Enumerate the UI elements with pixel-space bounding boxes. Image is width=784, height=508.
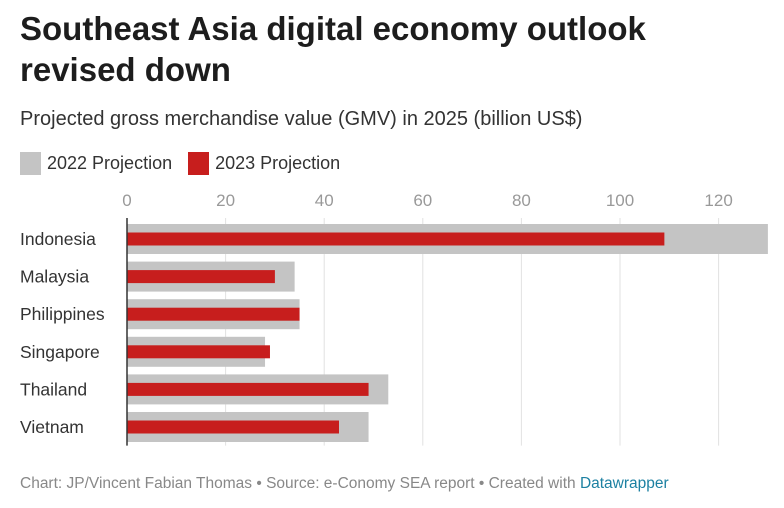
x-tick-label-20: 20 <box>216 191 235 210</box>
x-tick-label-0: 0 <box>122 191 131 210</box>
x-tick-label-120: 120 <box>704 191 732 210</box>
x-tick-label-80: 80 <box>512 191 531 210</box>
legend-item-2023: 2023 Projection <box>188 151 341 175</box>
footer-text: Chart: JP/Vincent Fabian Thomas • Source… <box>20 475 580 492</box>
x-tick-label-60: 60 <box>413 191 432 210</box>
category-label-philippines: Philippines <box>20 304 105 324</box>
footer-credits: Chart: JP/Vincent Fabian Thomas • Source… <box>20 475 669 493</box>
legend-label-2022: 2022 Projection <box>47 152 173 173</box>
x-tick-label-100: 100 <box>606 191 634 210</box>
legend-label-2023: 2023 Projection <box>215 152 341 173</box>
bar-2023-singapore <box>127 345 270 359</box>
bar-2023-vietnam <box>127 420 339 434</box>
legend: 2022 Projection 2023 Projection <box>20 150 356 176</box>
category-label-vietnam: Vietnam <box>20 417 84 437</box>
category-label-thailand: Thailand <box>20 379 87 399</box>
bar-2023-philippines <box>127 307 300 321</box>
category-label-indonesia: Indonesia <box>20 229 96 249</box>
bar-2023-malaysia <box>127 270 275 284</box>
legend-swatch-2023 <box>188 151 210 175</box>
category-label-singapore: Singapore <box>20 342 100 362</box>
category-label-malaysia: Malaysia <box>20 267 89 287</box>
chart-title: Southeast Asia digital economy outlook r… <box>20 10 646 88</box>
legend-item-2022: 2022 Projection <box>20 151 173 175</box>
bar-2023-thailand <box>127 382 369 396</box>
legend-swatch-2022 <box>20 151 41 175</box>
chart-subtitle: Projected gross merchandise value (GMV) … <box>20 108 583 130</box>
bar-2023-indonesia <box>127 232 665 246</box>
x-tick-label-40: 40 <box>315 191 334 210</box>
datawrapper-link[interactable]: Datawrapper <box>579 475 669 492</box>
bar-chart: 0 20 40 60 80 100 120 Indonesia Malaysia Philippi… <box>20 191 768 446</box>
